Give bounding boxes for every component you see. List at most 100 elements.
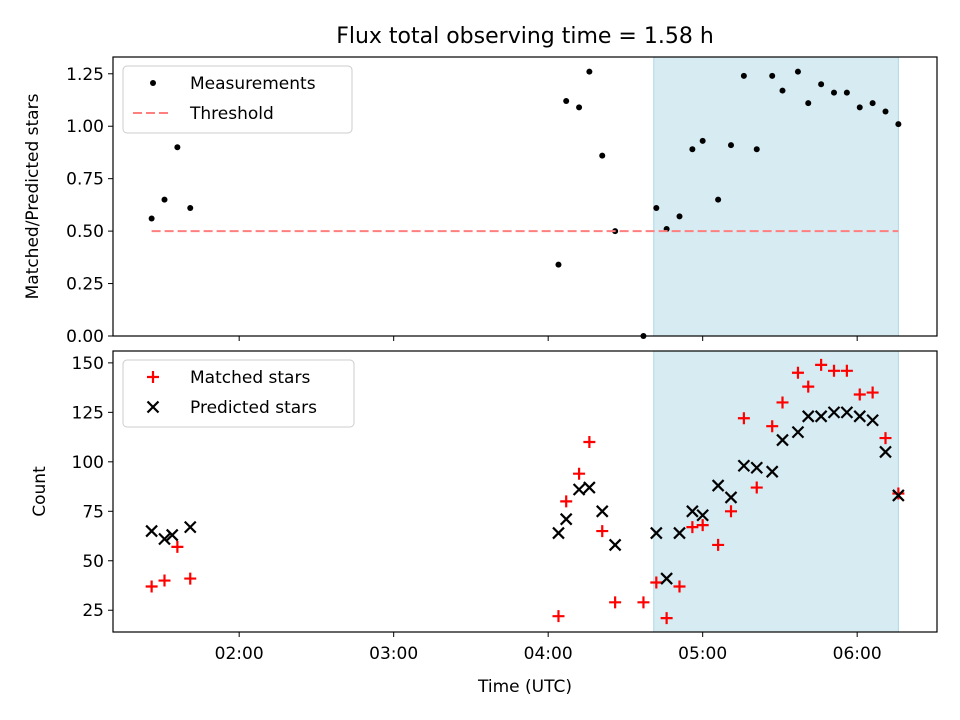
axes-frame (112, 350, 938, 633)
predicted-point (559, 512, 573, 526)
measurement-point (740, 72, 747, 79)
predicted-point (853, 410, 867, 423)
predicted-point (840, 406, 854, 419)
y-tick-label: 25 (82, 601, 104, 621)
legend-box (122, 359, 355, 428)
matched-point (660, 612, 673, 625)
predicted-point (183, 520, 197, 534)
matched-point (766, 420, 779, 433)
predicted-point (158, 532, 171, 546)
y-tick-label: 150 (72, 354, 104, 374)
matched-point (158, 574, 171, 587)
predicted-point (737, 459, 751, 473)
matched-point (184, 572, 197, 585)
measurement-point (576, 104, 583, 111)
measurement-point (769, 72, 776, 79)
measurement-point (599, 152, 606, 159)
matched-point (840, 364, 853, 377)
y-tick-label: 0.75 (66, 170, 104, 190)
legend-label: Measurements (190, 74, 316, 94)
predicted-point (686, 505, 699, 518)
matched-point (879, 432, 892, 445)
measurement-point (794, 68, 801, 75)
matched-point (583, 436, 596, 449)
series-matched-stars (145, 358, 905, 625)
predicted-point (750, 461, 764, 475)
y-tick-label: 125 (72, 403, 104, 423)
matched-point (145, 580, 158, 593)
predicted-point (552, 526, 565, 540)
predicted-point (650, 526, 663, 540)
legend-label: Matched stars (190, 368, 310, 388)
measurement-point (161, 196, 168, 203)
legend-label: Predicted stars (190, 398, 317, 418)
legend: Matched stars Predicted stars (122, 359, 355, 428)
matched-point (171, 540, 184, 553)
matched-point (560, 495, 573, 508)
measurement-point (653, 205, 660, 212)
predicted-point (892, 489, 905, 502)
measurement-point (555, 261, 562, 268)
shaded-interval (653, 350, 899, 633)
predicted-point (879, 445, 892, 459)
predicted-point (608, 538, 622, 552)
measurement-point (689, 146, 696, 153)
y-tick-label: 0.00 (66, 327, 104, 347)
predicted-point (814, 410, 828, 423)
matched-point (892, 487, 905, 500)
y-tick-label: 1.25 (66, 65, 104, 85)
x-tick-label: 05:00 (678, 644, 727, 664)
matched-point (696, 519, 709, 532)
matched-point (573, 467, 586, 480)
matched-point (866, 386, 879, 399)
x-tick-label: 02:00 (215, 644, 264, 664)
predicted-point (776, 433, 789, 447)
measurement-point (699, 137, 706, 144)
measurement-point (187, 205, 194, 212)
y-tick-label: 50 (82, 552, 104, 572)
predicted-point (165, 528, 179, 542)
measurement-point (805, 100, 812, 107)
measurement-point (895, 121, 902, 128)
legend-swatch-predicted (146, 400, 160, 414)
matched-point (552, 610, 565, 623)
predicted-point (711, 479, 725, 492)
y-tick-label: 100 (72, 453, 104, 473)
predicted-point (572, 483, 586, 496)
measurement-point (174, 144, 181, 151)
y-tick-label: 0.25 (66, 275, 104, 295)
ratio-panel: 0.00 0.25 0.50 0.75 1.00 1.25 Matched/Predicte… (23, 56, 938, 347)
matched-point (609, 596, 622, 609)
legend: Measurements Threshold (122, 65, 353, 134)
matched-point (686, 521, 699, 534)
x-axis-label: Time (UTC) (477, 677, 572, 697)
measurement-point (753, 146, 760, 153)
chart-title: Flux total observing time = 1.58 h (336, 24, 714, 49)
legend-swatch-matched (147, 371, 159, 383)
measurement-point (843, 89, 850, 96)
predicted-point (827, 406, 841, 419)
measurement-point (818, 81, 825, 88)
predicted-point (866, 413, 879, 427)
measurement-point (869, 100, 876, 107)
predicted-point (696, 508, 709, 522)
measurement-point (779, 87, 786, 94)
predicted-point (660, 572, 673, 585)
matched-point (673, 580, 686, 593)
matched-point (802, 380, 815, 393)
predicted-point (801, 410, 815, 423)
matched-point (815, 358, 828, 371)
series-predicted-stars (145, 406, 905, 585)
measurement-point (728, 142, 734, 149)
y-axis-label: Count (30, 466, 50, 517)
x-tick-label: 03:00 (369, 644, 418, 664)
measurement-point (715, 196, 722, 203)
matched-point (637, 596, 650, 609)
count-panel: 25 50 75 100 125 150 02:00 03:00 04:00 05:00 06:00… (30, 350, 938, 697)
y-tick-label: 1.00 (66, 117, 104, 137)
y-tick-label: 75 (82, 502, 104, 522)
predicted-point (765, 465, 779, 478)
measurement-point (148, 215, 155, 222)
measurement-point (676, 213, 683, 220)
